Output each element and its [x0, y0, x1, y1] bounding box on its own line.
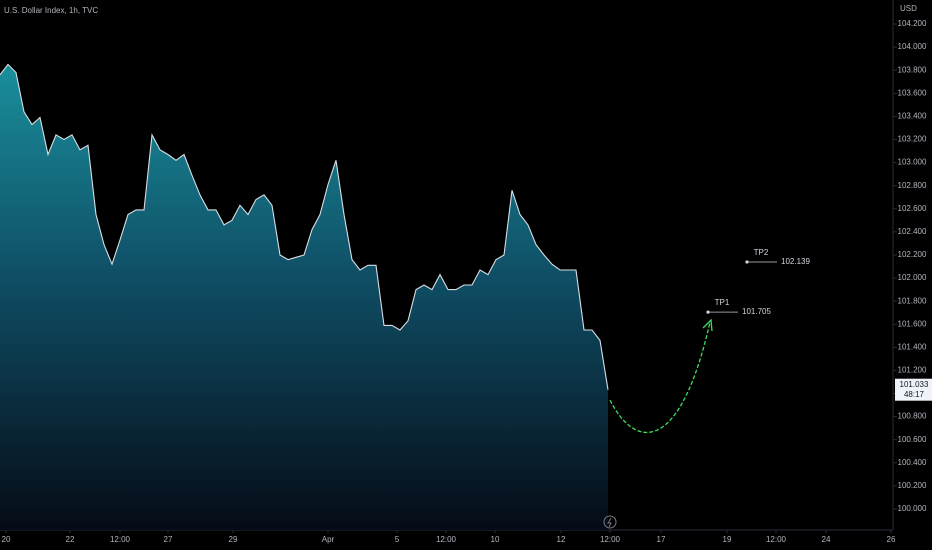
x-tick-label: 5 — [395, 535, 400, 544]
tp-value: 102.139 — [781, 257, 810, 266]
x-tick-label: 29 — [229, 535, 238, 544]
x-tick-label: 20 — [2, 535, 11, 544]
y-tick-label: 103.000 — [898, 158, 927, 167]
y-tick-label: 100.200 — [898, 481, 927, 490]
x-tick-label: 10 — [491, 535, 500, 544]
price-line — [0, 63, 609, 390]
y-tick-label: 101.600 — [898, 319, 927, 328]
forecast-curve — [609, 321, 711, 434]
y-tick-label: 100.000 — [898, 504, 927, 513]
x-tick-label: 24 — [822, 535, 831, 544]
tp-value: 101.705 — [742, 307, 771, 316]
y-tick-label: 104.000 — [898, 42, 927, 51]
x-tick-label: Apr — [322, 535, 335, 544]
tp-name: TP1 — [715, 298, 730, 307]
chart-title: U.S. Dollar Index, 1h, TVC — [4, 6, 98, 15]
x-tick-label: 12 — [557, 535, 566, 544]
y-tick-label: 103.600 — [898, 88, 927, 97]
tp-name: TP2 — [754, 248, 769, 257]
y-tick-label: 102.400 — [898, 227, 927, 236]
price-label-box — [895, 378, 932, 401]
x-tick-label: 26 — [887, 535, 896, 544]
x-tick-label: 27 — [164, 535, 173, 544]
y-tick-label: 102.200 — [898, 250, 927, 259]
x-tick-label: 19 — [723, 535, 732, 544]
y-tick-label: 104.200 — [898, 19, 927, 28]
tp-point — [706, 310, 710, 314]
price-label: 101.033 — [900, 380, 929, 389]
y-tick-label: 103.800 — [898, 65, 927, 74]
x-tick-label: 12:00 — [600, 535, 621, 544]
y-tick-label: 102.000 — [898, 273, 927, 282]
y-tick-label: 101.400 — [898, 342, 927, 351]
x-tick-label: 12:00 — [110, 535, 131, 544]
y-tick-label: 100.800 — [898, 412, 927, 421]
replay-icon — [607, 517, 612, 528]
area-fill — [0, 64, 608, 531]
y-axis-label: USD — [900, 4, 917, 13]
forecast-arrow — [702, 318, 713, 332]
countdown-label: 48:17 — [904, 390, 925, 399]
replay-icon[interactable] — [603, 515, 617, 529]
y-tick-label: 103.400 — [898, 112, 927, 121]
y-tick-label: 103.200 — [898, 135, 927, 144]
y-tick-label: 101.800 — [898, 296, 927, 305]
y-tick-label: 101.200 — [898, 366, 927, 375]
x-tick-label: 12:00 — [436, 535, 457, 544]
x-tick-label: 17 — [657, 535, 666, 544]
y-tick-label: 102.600 — [898, 204, 927, 213]
x-tick-label: 12:00 — [766, 535, 787, 544]
tp-point — [745, 260, 749, 264]
y-tick-label: 102.800 — [898, 181, 927, 190]
x-tick-label: 22 — [66, 535, 75, 544]
y-tick-label: 100.600 — [898, 435, 927, 444]
y-tick-label: 100.400 — [898, 458, 927, 467]
